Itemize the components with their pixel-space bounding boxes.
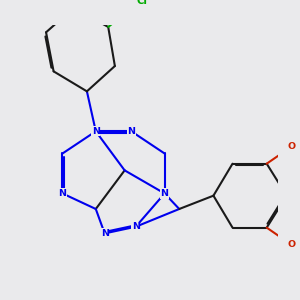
- Text: O: O: [287, 240, 295, 249]
- Text: N: N: [101, 229, 109, 238]
- Text: N: N: [160, 189, 169, 198]
- Text: Cl: Cl: [137, 0, 148, 6]
- Text: N: N: [58, 189, 67, 198]
- Text: N: N: [132, 222, 140, 231]
- Text: O: O: [287, 142, 295, 151]
- Text: N: N: [127, 127, 135, 136]
- Text: N: N: [92, 127, 100, 136]
